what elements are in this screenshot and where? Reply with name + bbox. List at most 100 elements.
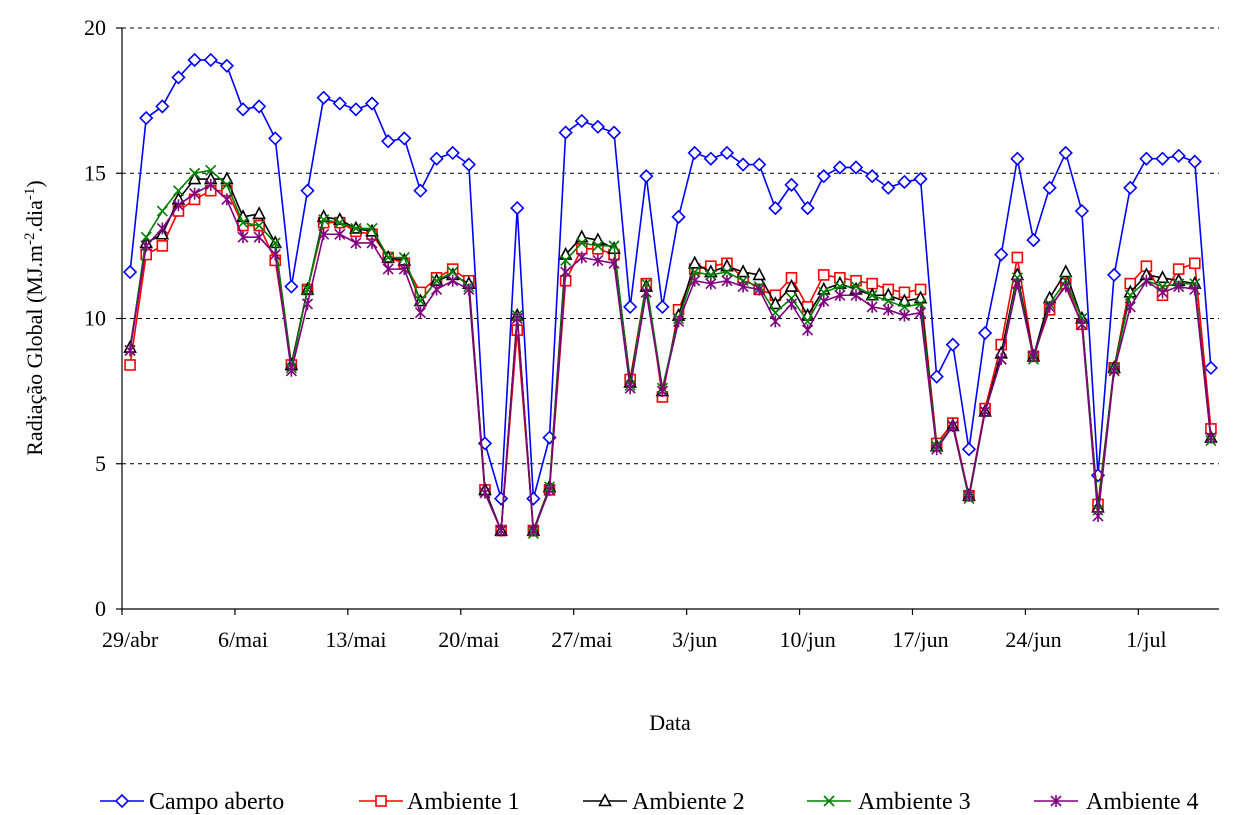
- data-point: [703, 151, 718, 166]
- data-point: [705, 277, 717, 290]
- data-point: [348, 102, 364, 117]
- data-point: [220, 171, 234, 185]
- legend-item: Ambiente 2: [583, 789, 745, 815]
- x-tick-label: 27/mai: [551, 627, 612, 652]
- data-point: [608, 240, 620, 252]
- y-tick-label: 15: [84, 160, 106, 185]
- data-point: [945, 337, 960, 352]
- data-point: [673, 315, 685, 328]
- data-point: [1156, 286, 1169, 299]
- data-point: [608, 257, 620, 270]
- data-point: [221, 193, 233, 206]
- data-point: [817, 269, 830, 281]
- legend-swatch-marker: [598, 793, 612, 807]
- data-point: [268, 131, 283, 146]
- data-point: [187, 52, 202, 68]
- data-point: [269, 248, 281, 261]
- data-point: [785, 297, 798, 310]
- data-point: [318, 214, 330, 226]
- data-point: [1010, 151, 1025, 166]
- data-point: [606, 125, 622, 140]
- data-point: [689, 266, 701, 278]
- data-point: [1042, 180, 1057, 195]
- data-point: [560, 254, 572, 266]
- data-point: [284, 279, 299, 294]
- data-point: [366, 222, 378, 235]
- x-tick-label: 20/mai: [438, 627, 499, 652]
- data-point: [753, 283, 765, 296]
- x-tick-label: 10/jun: [780, 627, 836, 652]
- data-point: [285, 364, 297, 377]
- data-point: [721, 274, 733, 287]
- data-point: [882, 295, 894, 307]
- x-ticks: 29/abr 6/mai 13/mai 20/mai 27/mai 3/jun 10/jun…: [102, 609, 1167, 652]
- x-tick-label: 6/mai: [218, 627, 268, 652]
- data-point: [752, 267, 767, 281]
- data-point: [897, 293, 912, 307]
- data-point: [382, 251, 394, 264]
- data-point: [398, 251, 410, 264]
- data-point: [720, 258, 734, 272]
- data-point: [961, 442, 977, 457]
- data-point: [172, 199, 185, 212]
- data-point: [994, 247, 1009, 262]
- data-point: [671, 209, 686, 224]
- data-point: [397, 131, 412, 146]
- data-point: [929, 369, 944, 384]
- y-axis-title: Radiação Global (MJ.m-2.dia-1): [22, 180, 47, 456]
- y-axis-title-sup: -1: [22, 188, 38, 201]
- data-point: [913, 171, 928, 187]
- data-point: [189, 187, 201, 200]
- data-point: [898, 309, 910, 322]
- data-point: [366, 236, 378, 249]
- data-point: [124, 359, 136, 371]
- data-point: [624, 382, 636, 395]
- data-point: [592, 254, 604, 267]
- series-line: [129, 59, 1212, 500]
- data-point: [253, 219, 265, 232]
- data-point: [156, 205, 168, 217]
- legend-label: Ambiente 1: [407, 789, 520, 815]
- data-point: [1026, 232, 1041, 248]
- data-point: [316, 90, 331, 105]
- data-point: [511, 312, 523, 325]
- data-point: [866, 289, 878, 301]
- data-point: [705, 269, 717, 281]
- data-point: [639, 169, 654, 184]
- data-point: [800, 200, 815, 216]
- data-point: [1076, 318, 1088, 331]
- data-point: [122, 264, 138, 280]
- data-point: [1124, 300, 1136, 313]
- data-point: [1189, 257, 1201, 270]
- data-point: [719, 145, 735, 161]
- data-point: [332, 96, 347, 111]
- data-point: [977, 325, 993, 341]
- data-point: [850, 280, 862, 293]
- data-point: [205, 164, 217, 176]
- data-point: [431, 275, 443, 287]
- data-point: [251, 99, 267, 114]
- data-point: [689, 274, 701, 287]
- data-point: [155, 99, 170, 114]
- data-point: [784, 177, 799, 193]
- data-point: [543, 483, 556, 496]
- data-point: [1172, 263, 1185, 275]
- data-point: [768, 200, 783, 216]
- legend-item: Ambiente 1: [359, 789, 520, 815]
- data-point: [447, 274, 459, 287]
- data-point: [364, 96, 380, 111]
- legend-swatch-marker: [823, 795, 835, 807]
- data-point: [1011, 277, 1023, 290]
- data-point: [510, 200, 525, 216]
- data-point: [574, 229, 589, 243]
- data-point: [1107, 267, 1122, 283]
- series-1: [122, 52, 1219, 506]
- data-point: [736, 264, 750, 278]
- data-point: [172, 185, 185, 197]
- legend: Campo aberto Ambiente 1 Ambiente 2 Ambiente…: [100, 789, 1199, 815]
- legend-label: Ambiente 3: [858, 789, 971, 815]
- data-point: [576, 251, 588, 264]
- data-point: [818, 295, 830, 308]
- data-point: [139, 110, 154, 126]
